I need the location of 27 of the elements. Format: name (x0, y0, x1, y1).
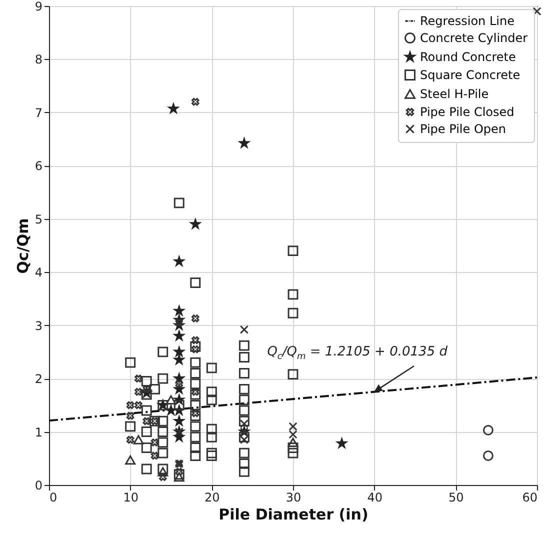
legend-label: Square Concrete (420, 68, 520, 82)
x-tick-label: 40 (367, 490, 382, 504)
x-tick-label: 10 (123, 490, 138, 504)
y-tick-label: 8 (34, 52, 42, 67)
legend-label: Concrete Cylinder (420, 31, 528, 45)
x-tick-label: 0 (50, 490, 58, 504)
y-tick-label: 3 (34, 318, 42, 333)
y-tick-label: 5 (34, 212, 42, 226)
y-tick-label: 7 (34, 106, 42, 120)
y-tick-label: 1 (34, 425, 42, 440)
y-tick-label: 0 (34, 478, 42, 492)
y-axis-title: Qc/Qm (14, 218, 32, 274)
legend-label: Steel H-Pile (420, 87, 489, 101)
x-tick-label: 60 (522, 490, 538, 504)
y-tick-label: 6 (34, 159, 42, 174)
legend-label: Pipe Pile Closed (420, 105, 514, 119)
y-tick-label: 2 (34, 372, 42, 386)
y-tick-label: 9 (34, 0, 42, 14)
legend-label: Regression Line (420, 14, 514, 28)
x-tick-label: 20 (204, 490, 220, 504)
annotation: Q$_{c}$/Q$_{m}$ = 1.2105 + 0.0135 d (267, 344, 448, 362)
x-axis-title: Pile Diameter (in) (218, 506, 368, 524)
legend-label: Round Concrete (420, 50, 516, 64)
x-tick-label: 30 (286, 490, 302, 504)
legend-label: Pipe Pile Open (420, 122, 506, 136)
x-tick-label: 50 (448, 490, 464, 504)
y-tick-label: 4 (34, 266, 42, 280)
